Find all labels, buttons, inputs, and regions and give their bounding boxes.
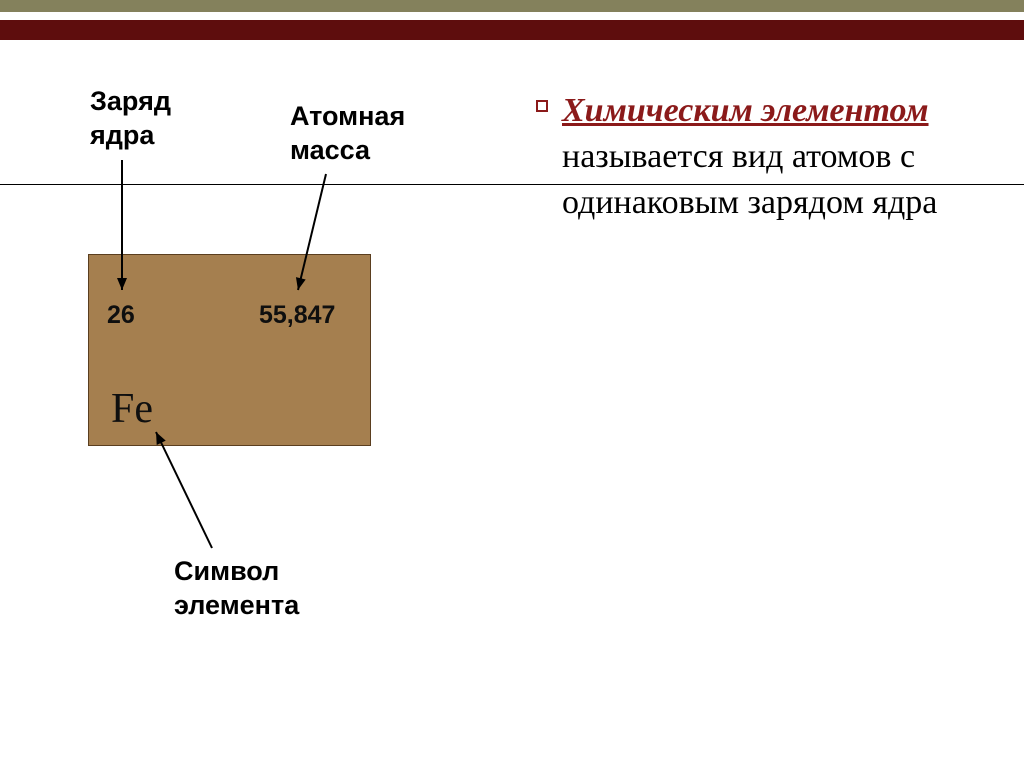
label-element-symbol: Символэлемента: [174, 555, 299, 623]
header-bar-mid: [0, 12, 1024, 20]
arrow-charge: [110, 148, 134, 302]
definition-term: Химическим элементом: [562, 92, 929, 129]
label-atomic-mass: Атомнаямасса: [290, 100, 405, 168]
atomic-number-value: 26: [107, 301, 135, 330]
header-bar-top: [0, 0, 1024, 12]
definition-text: Химическим элементом называется вид атом…: [562, 88, 992, 226]
definition-rest: называется вид атомов с одинаковым заряд…: [562, 138, 937, 221]
bullet-icon: [536, 100, 548, 112]
arrow-symbol: [144, 420, 224, 560]
header-bar-bottom: [0, 20, 1024, 40]
arrow-mass: [286, 162, 338, 302]
label-nuclear-charge: Зарядядра: [90, 85, 171, 153]
atomic-mass-value: 55,847: [259, 301, 335, 330]
